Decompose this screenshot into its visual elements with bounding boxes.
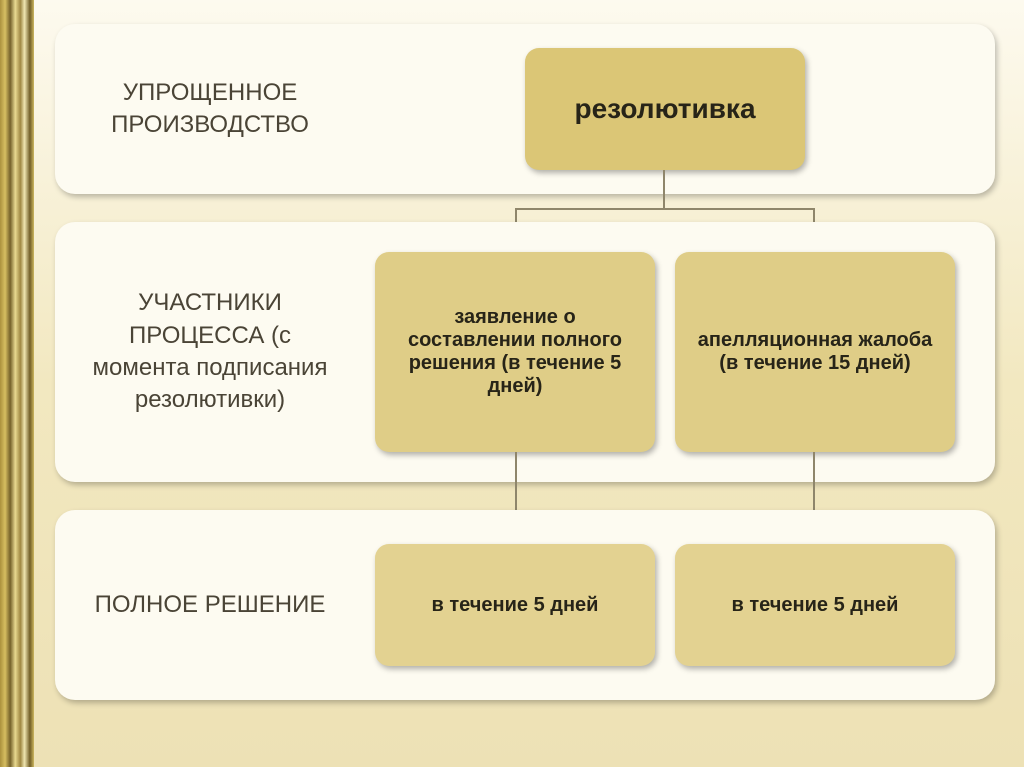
node-left-text: заявление о составлении полного решения … xyxy=(391,306,639,398)
left-decor-stripe xyxy=(0,0,34,767)
node-bl-text: в течение 5 дней xyxy=(432,594,599,617)
node-right-text: апелляционная жалоба (в течение 15 дней) xyxy=(691,329,939,375)
node-root: резолютивка xyxy=(525,48,805,170)
conn-root-down xyxy=(663,170,665,208)
row1-label: УПРОЩЕННОЕ ПРОИЗВОДСТВО xyxy=(55,24,365,194)
conn-horiz xyxy=(515,208,815,210)
row2-label: УЧАСТНИКИ ПРОЦЕССА (с момента подписания… xyxy=(55,222,365,482)
node-right: апелляционная жалоба (в течение 15 дней) xyxy=(675,252,955,452)
node-bottom-left: в течение 5 дней xyxy=(375,544,655,666)
row3-body: в течение 5 дней в течение 5 дней xyxy=(365,510,995,700)
row-participants: УЧАСТНИКИ ПРОЦЕССА (с момента подписания… xyxy=(55,222,995,482)
row2-body: заявление о составлении полного решения … xyxy=(365,222,995,482)
row-full-decision: ПОЛНОЕ РЕШЕНИЕ в течение 5 дней в течени… xyxy=(55,510,995,700)
row-simplified-production: УПРОЩЕННОЕ ПРОИЗВОДСТВО резолютивка xyxy=(55,24,995,194)
row1-body: резолютивка xyxy=(365,24,995,194)
node-br-text: в течение 5 дней xyxy=(732,594,899,617)
node-bottom-right: в течение 5 дней xyxy=(675,544,955,666)
node-root-text: резолютивка xyxy=(574,93,755,125)
row3-label: ПОЛНОЕ РЕШЕНИЕ xyxy=(55,510,365,700)
node-left: заявление о составлении полного решения … xyxy=(375,252,655,452)
diagram-content: УПРОЩЕННОЕ ПРОИЗВОДСТВО резолютивка УЧАС… xyxy=(55,24,995,700)
